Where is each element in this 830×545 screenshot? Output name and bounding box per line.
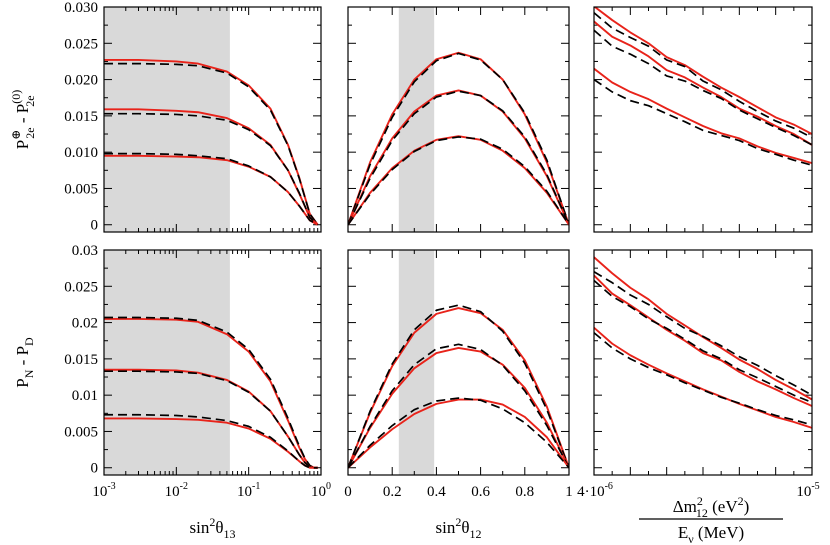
series-line-full-2 [348,89,569,226]
y-tick-label: 0.005 [64,181,98,197]
series-line-approx-1 [104,62,319,226]
plot-frame [347,249,570,476]
series-group [594,256,812,429]
y-tick-label: 0.015 [64,352,98,368]
shaded-band [398,7,435,232]
plot-frame [103,249,322,476]
series-group [348,304,569,469]
y-tick-label: 0.01 [72,388,98,404]
y-tick-label: 0 [91,461,99,477]
y-tick-label: 0.005 [64,424,98,440]
y-tick-label: 0.03 [72,243,98,259]
x-axis-label-numerator: Δm2 12 (eV2) [673,494,750,520]
series-line-full-3 [594,67,812,164]
series-line-full-2 [594,274,812,407]
x-tick-label: 0.4 [427,484,446,500]
series-line-approx-2 [348,343,569,469]
x-tick-label: 1 [565,484,573,500]
panel-top-right [593,6,813,233]
series-line-full-2 [594,20,812,146]
series-line-full-3 [104,417,318,469]
x-tick-label: 4·10-6 [577,481,613,500]
series-line-approx-1 [348,304,569,469]
series-group [104,316,318,469]
series-line-full-1 [348,307,569,469]
series-line-approx-3 [348,397,569,469]
series-line-approx-2 [104,112,319,226]
series-line-full-2 [348,347,569,469]
series-line-approx-3 [348,136,569,226]
series-line-approx-1 [594,271,812,396]
shaded-band [104,250,230,475]
y-tick-label: 0.020 [64,73,98,89]
x-axis-label: sin2θ13 [190,515,236,541]
series-group [594,7,812,167]
series-line-approx-2 [594,279,812,404]
panel-bottom-mid: 0 0.2 0.4 0.6 0.8 1 sin2θ12 [344,249,573,541]
x-tick-label: 0.6 [471,484,490,500]
panel-bottom-right: 4·10-6 10-5 Δm2 12 (eV2) Eν (MeV) [577,249,820,545]
panel-top-mid [347,6,570,233]
plot-frame [593,249,813,476]
x-tick-label: 100 [311,481,331,500]
y-tick-label: 0.02 [72,316,98,332]
series-line-full-1 [594,7,812,135]
series-group [104,59,319,226]
x-tick-label: 0 [344,484,352,500]
x-tick-label: 10-2 [165,481,188,500]
x-tick-label: 0.2 [383,484,402,500]
series-line-approx-3 [104,152,319,226]
plot-frame [103,6,322,233]
series-line-full-1 [348,51,569,226]
panel-top-left: 0 0.005 0.010 0.015 0.020 0.025 0.030 P⊕2e - P(… [9,0,322,234]
x-axis-label: sin2θ12 [436,515,482,541]
y-tick-label: 0.030 [64,0,98,16]
y-axis-label: PN - PD [13,337,36,388]
x-axis-label-denominator: Eν (MeV) [678,523,744,545]
shaded-band [104,7,230,232]
y-tick-label: 0.015 [64,109,98,125]
y-axis-label: P⊕2e - P(0)2e [9,90,37,149]
series-line-full-3 [348,135,569,226]
series-group [348,51,569,226]
series-line-approx-1 [594,12,812,139]
series-line-approx-2 [594,29,812,146]
series-line-full-3 [348,398,569,469]
series-line-approx-3 [104,413,318,469]
y-tick-label: 0.025 [64,36,98,52]
y-tick-label: 0 [91,218,99,234]
x-tick-label: 10-1 [237,481,260,500]
y-tick-label: 0.025 [64,279,98,295]
plot-frame [593,6,813,233]
x-tick-label: 10-5 [796,481,819,500]
series-line-approx-3 [594,78,812,167]
panel-bottom-left: 0 0.005 0.01 0.015 0.02 0.025 0.03 10-3 10-2 10-1… [13,243,331,541]
series-line-full-3 [594,326,812,429]
y-tick-label: 0.010 [64,145,98,161]
x-tick-label: 0.8 [515,484,534,500]
series-line-approx-3 [594,332,812,426]
series-line-approx-1 [348,52,569,226]
x-tick-label: 10-3 [92,481,115,500]
series-line-approx-1 [104,316,318,469]
plot-frame [347,6,570,233]
